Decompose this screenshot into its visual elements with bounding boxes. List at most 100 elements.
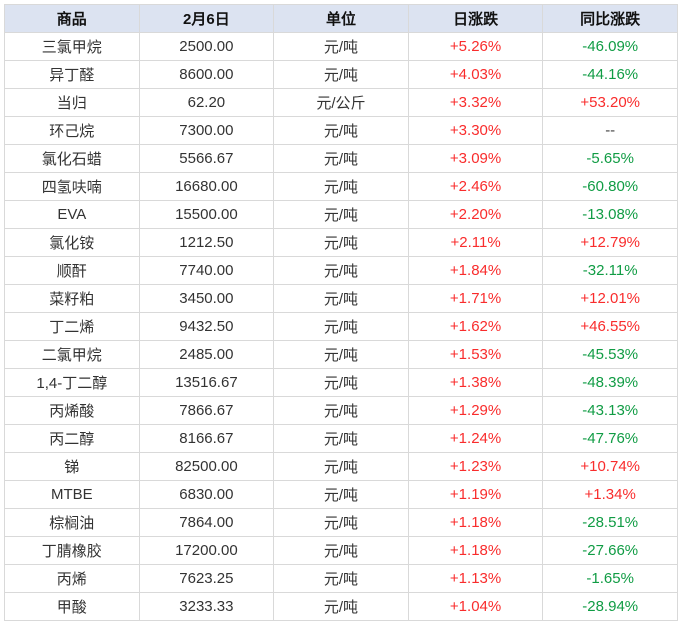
- daily-change-cell: +3.09%: [407, 144, 544, 173]
- unit-cell: 元/吨: [273, 228, 409, 257]
- yoy-change-cell: -48.39%: [542, 368, 678, 397]
- commodity-cell: 丙烯: [4, 564, 140, 593]
- price-cell: 2500.00: [138, 32, 275, 61]
- unit-cell: 元/吨: [273, 256, 409, 285]
- commodity-cell: 1,4-丁二醇: [4, 368, 140, 397]
- unit-cell: 元/吨: [273, 312, 409, 341]
- table-row: 丙烯 7623.25 元/吨 +1.13% -1.65%: [4, 564, 678, 593]
- unit-cell: 元/吨: [273, 200, 409, 229]
- daily-change-cell: +1.84%: [407, 256, 544, 285]
- commodity-cell: 棕榈油: [4, 508, 140, 537]
- price-cell: 7866.67: [138, 396, 275, 425]
- commodity-cell: 氯化铵: [4, 228, 140, 257]
- daily-change-cell: +1.19%: [407, 480, 544, 509]
- yoy-change-cell: --: [542, 116, 678, 145]
- price-cell: 16680.00: [138, 172, 275, 201]
- unit-cell: 元/吨: [273, 452, 409, 481]
- yoy-change-cell: -43.13%: [542, 396, 678, 425]
- yoy-change-cell: -5.65%: [542, 144, 678, 173]
- commodity-cell: 丙烯酸: [4, 396, 140, 425]
- daily-change-cell: +2.46%: [407, 172, 544, 201]
- price-cell: 7864.00: [138, 508, 275, 537]
- commodity-cell: 二氯甲烷: [4, 340, 140, 369]
- commodity-price-table: 商品 2月6日 单位 日涨跌 同比涨跌 三氯甲烷 2500.00 元/吨 +5.26%…: [4, 4, 678, 621]
- unit-cell: 元/吨: [273, 144, 409, 173]
- unit-cell: 元/吨: [273, 32, 409, 61]
- table-row: 四氢呋喃 16680.00 元/吨 +2.46% -60.80%: [4, 172, 678, 201]
- unit-cell: 元/吨: [273, 536, 409, 565]
- table-header: 商品 2月6日 单位 日涨跌 同比涨跌: [4, 4, 678, 33]
- daily-change-cell: +4.03%: [407, 60, 544, 89]
- price-cell: 7300.00: [138, 116, 275, 145]
- daily-change-cell: +1.29%: [407, 396, 544, 425]
- daily-change-cell: +3.32%: [407, 88, 544, 117]
- yoy-change-cell: -46.09%: [542, 32, 678, 61]
- price-cell: 3450.00: [138, 284, 275, 313]
- unit-cell: 元/吨: [273, 424, 409, 453]
- commodity-cell: EVA: [4, 200, 140, 229]
- price-cell: 8166.67: [138, 424, 275, 453]
- table-row: 丙烯酸 7866.67 元/吨 +1.29% -43.13%: [4, 396, 678, 425]
- daily-change-cell: +1.18%: [407, 508, 544, 537]
- commodity-cell: 丙二醇: [4, 424, 140, 453]
- header-yoy-change: 同比涨跌: [542, 4, 678, 33]
- yoy-change-cell: +12.01%: [542, 284, 678, 313]
- daily-change-cell: +5.26%: [407, 32, 544, 61]
- yoy-change-cell: -13.08%: [542, 200, 678, 229]
- header-daily-change: 日涨跌: [407, 4, 544, 33]
- price-cell: 82500.00: [138, 452, 275, 481]
- table-row: 三氯甲烷 2500.00 元/吨 +5.26% -46.09%: [4, 32, 678, 61]
- price-cell: 13516.67: [138, 368, 275, 397]
- table-row: 氯化石蜡 5566.67 元/吨 +3.09% -5.65%: [4, 144, 678, 173]
- header-commodity: 商品: [4, 4, 140, 33]
- yoy-change-cell: -44.16%: [542, 60, 678, 89]
- commodity-cell: 四氢呋喃: [4, 172, 140, 201]
- unit-cell: 元/吨: [273, 284, 409, 313]
- table-row: 菜籽粕 3450.00 元/吨 +1.71% +12.01%: [4, 284, 678, 313]
- yoy-change-cell: -60.80%: [542, 172, 678, 201]
- commodity-cell: 顺酐: [4, 256, 140, 285]
- table-row: 氯化铵 1212.50 元/吨 +2.11% +12.79%: [4, 228, 678, 257]
- commodity-cell: 锑: [4, 452, 140, 481]
- daily-change-cell: +3.30%: [407, 116, 544, 145]
- table-row: 环己烷 7300.00 元/吨 +3.30% --: [4, 116, 678, 145]
- yoy-change-cell: -47.76%: [542, 424, 678, 453]
- yoy-change-cell: -45.53%: [542, 340, 678, 369]
- table-row: 二氯甲烷 2485.00 元/吨 +1.53% -45.53%: [4, 340, 678, 369]
- table-row: 丙二醇 8166.67 元/吨 +1.24% -47.76%: [4, 424, 678, 453]
- commodity-cell: 甲酸: [4, 592, 140, 621]
- commodity-cell: 菜籽粕: [4, 284, 140, 313]
- yoy-change-cell: -28.51%: [542, 508, 678, 537]
- price-cell: 2485.00: [138, 340, 275, 369]
- table-row: 丁二烯 9432.50 元/吨 +1.62% +46.55%: [4, 312, 678, 341]
- price-cell: 1212.50: [138, 228, 275, 257]
- daily-change-cell: +1.71%: [407, 284, 544, 313]
- table-row: 丁腈橡胶 17200.00 元/吨 +1.18% -27.66%: [4, 536, 678, 565]
- table-row: 当归 62.20 元/公斤 +3.32% +53.20%: [4, 88, 678, 117]
- table-row: EVA 15500.00 元/吨 +2.20% -13.08%: [4, 200, 678, 229]
- daily-change-cell: +1.24%: [407, 424, 544, 453]
- yoy-change-cell: -27.66%: [542, 536, 678, 565]
- table-row: 棕榈油 7864.00 元/吨 +1.18% -28.51%: [4, 508, 678, 537]
- unit-cell: 元/吨: [273, 172, 409, 201]
- commodity-cell: 环己烷: [4, 116, 140, 145]
- unit-cell: 元/吨: [273, 564, 409, 593]
- daily-change-cell: +1.38%: [407, 368, 544, 397]
- commodity-cell: 异丁醛: [4, 60, 140, 89]
- daily-change-cell: +1.53%: [407, 340, 544, 369]
- price-cell: 8600.00: [138, 60, 275, 89]
- header-unit: 单位: [273, 4, 409, 33]
- price-cell: 7740.00: [138, 256, 275, 285]
- header-row: 商品 2月6日 单位 日涨跌 同比涨跌: [4, 4, 678, 33]
- yoy-change-cell: +10.74%: [542, 452, 678, 481]
- commodity-cell: 丁二烯: [4, 312, 140, 341]
- price-cell: 7623.25: [138, 564, 275, 593]
- yoy-change-cell: -28.94%: [542, 592, 678, 621]
- daily-change-cell: +1.13%: [407, 564, 544, 593]
- yoy-change-cell: +12.79%: [542, 228, 678, 257]
- table-row: MTBE 6830.00 元/吨 +1.19% +1.34%: [4, 480, 678, 509]
- daily-change-cell: +1.04%: [407, 592, 544, 621]
- price-cell: 62.20: [138, 88, 275, 117]
- unit-cell: 元/吨: [273, 396, 409, 425]
